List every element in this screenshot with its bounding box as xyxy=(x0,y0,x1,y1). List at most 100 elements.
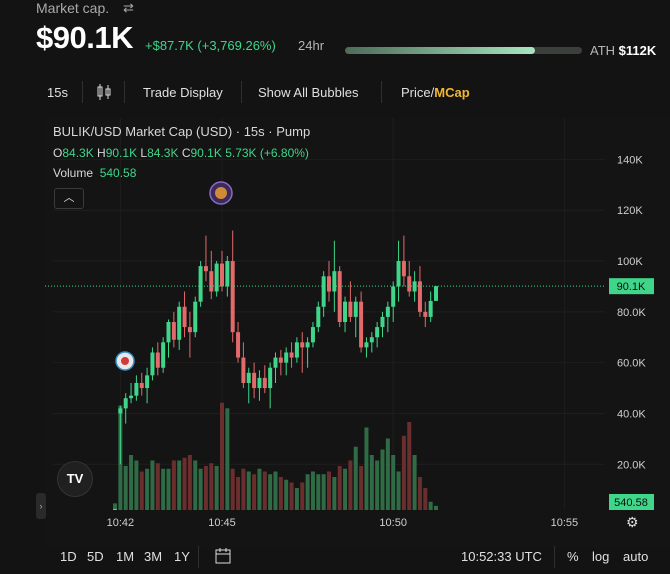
candle-body xyxy=(310,327,315,343)
volume-bar xyxy=(305,474,310,510)
swap-icon[interactable]: ⇄ xyxy=(123,0,134,15)
x-tick-label: 10:50 xyxy=(379,517,407,529)
candle-body xyxy=(187,327,192,333)
market-cap-label: Market cap. xyxy=(36,0,110,16)
volume-bar xyxy=(236,477,241,510)
candle-body xyxy=(177,306,182,340)
candle-body xyxy=(332,271,337,292)
toolbar-divider xyxy=(554,546,555,568)
candle-body xyxy=(145,375,150,389)
toolbar-divider xyxy=(124,81,125,103)
auto-scale-button[interactable]: auto xyxy=(623,549,649,564)
volume-bar xyxy=(337,466,342,510)
calendar-icon[interactable] xyxy=(213,546,233,569)
scroll-left-icon[interactable]: › xyxy=(36,493,46,519)
candle-body xyxy=(257,377,262,389)
candle-body xyxy=(252,372,257,389)
volume-bar xyxy=(230,468,235,510)
range-5d-button[interactable]: 5D xyxy=(87,549,104,564)
volume-bar xyxy=(369,455,374,510)
volume-bar xyxy=(155,463,160,510)
volume-bar xyxy=(241,468,246,510)
volume-bar xyxy=(412,455,417,510)
volume-bar xyxy=(134,460,139,510)
candle-body xyxy=(150,352,155,376)
percent-scale-button[interactable]: % xyxy=(567,549,579,564)
interval-button[interactable]: 15s xyxy=(47,85,68,100)
candle-body xyxy=(220,263,224,287)
y-tick-label: 120K xyxy=(617,205,643,217)
volume-bar xyxy=(348,460,353,510)
y-tick-label: 60.0K xyxy=(617,358,646,370)
volume-bar xyxy=(139,471,144,510)
high-label: H xyxy=(97,146,106,160)
candle-body xyxy=(327,276,331,292)
volume-bar xyxy=(273,471,278,510)
candle-body xyxy=(246,372,251,383)
candle-body xyxy=(434,286,438,301)
ath-value: $112K xyxy=(618,43,657,58)
current-price-tag xyxy=(609,278,654,295)
candle-body xyxy=(278,357,283,363)
y-tick-label: 100K xyxy=(617,256,643,268)
candle-body xyxy=(375,327,380,338)
collapse-legend-button[interactable]: ︿ xyxy=(54,188,84,209)
candle-body xyxy=(225,261,230,287)
volume-bar xyxy=(268,474,273,510)
volume-bar xyxy=(278,477,283,510)
candle-body xyxy=(353,301,358,317)
candlestick-chart[interactable]: 20.0K 40.0K 60.0K 80.0K 100K 120K 140K 10:42 10:… xyxy=(45,118,670,548)
volume-bar xyxy=(262,471,267,510)
volume-bar xyxy=(252,474,257,510)
current-price-label: 90.1K xyxy=(617,281,646,293)
candle-body xyxy=(380,316,385,328)
candle-body xyxy=(273,357,278,368)
volume-bar xyxy=(321,474,326,510)
candle-body xyxy=(113,508,117,510)
candle-body xyxy=(401,261,406,277)
volume-bar xyxy=(225,408,230,510)
candle-body xyxy=(343,301,348,322)
current-volume-label: 540.58 xyxy=(614,497,648,509)
mcap-toggle-label: MCap xyxy=(434,85,470,100)
volume-bar xyxy=(123,466,128,510)
x-tick-label: 10:55 xyxy=(551,517,579,529)
volume-bar xyxy=(171,460,176,510)
price-mcap-toggle[interactable]: Price/MCap xyxy=(401,85,470,100)
utc-clock[interactable]: 10:52:33 UTC xyxy=(461,549,542,564)
current-volume-tag xyxy=(609,494,654,510)
candle-body xyxy=(161,342,166,368)
candle-body xyxy=(428,300,433,317)
toolbar-divider xyxy=(198,546,199,568)
range-1m-button[interactable]: 1M xyxy=(116,549,135,564)
y-tick-label: 40.0K xyxy=(617,408,646,420)
volume-bar xyxy=(289,482,294,510)
ath-label: ATH $112K xyxy=(590,43,656,58)
candle-body xyxy=(214,263,219,292)
candle-body xyxy=(155,352,160,368)
show-bubbles-button[interactable]: Show All Bubbles xyxy=(258,85,359,100)
volume-bar xyxy=(187,455,192,510)
candle-body xyxy=(182,306,187,328)
volume-bar xyxy=(316,474,321,510)
candlestick-icon[interactable] xyxy=(96,82,112,105)
candle-body xyxy=(268,367,273,389)
volume-bar xyxy=(300,482,305,510)
candle-body xyxy=(364,342,369,348)
candle-body xyxy=(300,342,305,348)
volume-bar xyxy=(203,466,208,510)
volume-bar xyxy=(375,460,380,510)
log-scale-button[interactable]: log xyxy=(592,549,610,564)
range-1y-button[interactable]: 1Y xyxy=(174,549,190,564)
range-1d-button[interactable]: 1D xyxy=(60,549,77,564)
tradingview-logo-icon[interactable]: TV xyxy=(57,461,93,497)
volume-bar xyxy=(407,422,412,510)
volume-bar xyxy=(327,471,331,510)
trade-display-button[interactable]: Trade Display xyxy=(143,85,223,100)
gear-icon[interactable]: ⚙ xyxy=(626,514,639,530)
ohlc-readout: O84.3K H90.1K L84.3K C90.1K 5.73K (+6.80… xyxy=(53,146,309,160)
ath-text: ATH xyxy=(590,43,616,58)
volume-bar xyxy=(161,468,166,510)
range-3m-button[interactable]: 3M xyxy=(144,549,163,564)
candle-body xyxy=(359,301,364,348)
